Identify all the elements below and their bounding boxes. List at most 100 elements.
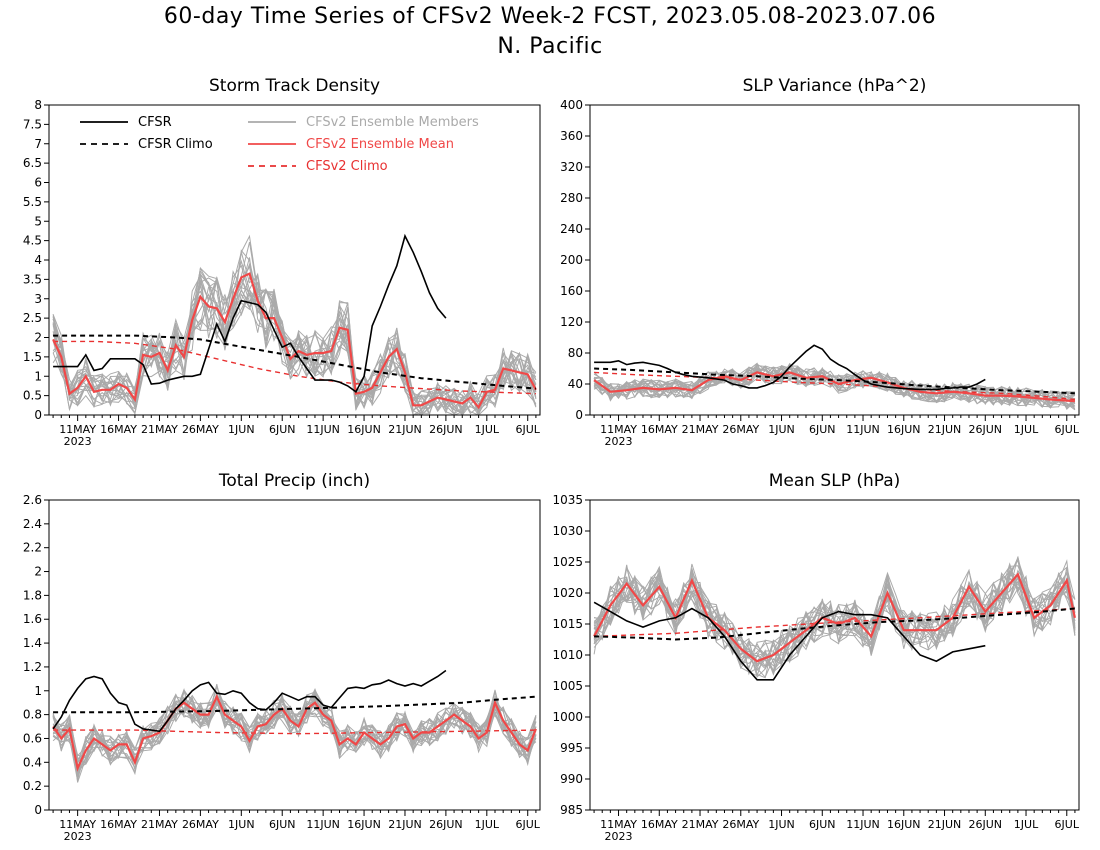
- x-tick-label: 11MAY: [59, 423, 96, 436]
- y-tick-label: 7.5: [23, 117, 42, 131]
- series-cfsr: [593, 601, 986, 681]
- x-tick-label: 16JUN: [347, 818, 381, 831]
- y-tick-label: 1: [34, 684, 42, 698]
- y-tick-label: 0.8: [23, 708, 42, 722]
- y-tick-label: 1.8: [23, 588, 42, 602]
- y-tick-label: 2.6: [23, 493, 42, 507]
- x-tick-label: 21MAY: [682, 818, 719, 831]
- x-tick-label: 26JUN: [969, 423, 1003, 436]
- y-tick-label: 990: [560, 772, 583, 786]
- x-tick-label: 21JUN: [928, 423, 962, 436]
- x-tick-label: 26MAY: [182, 818, 219, 831]
- chart-panel-1: Storm Track Density 0 0.5 1 1.5 2 2.5 3 3.5 4 4.5 5…: [23, 76, 541, 448]
- member-line: [52, 693, 537, 778]
- plot-frame: [589, 499, 1080, 811]
- x-tick-label: 16JUN: [347, 423, 381, 436]
- y-tick-label: 1010: [552, 648, 583, 662]
- figure-title: 60-day Time Series of CFSv2 Week-2 FCST,…: [163, 4, 937, 29]
- panel-title: Storm Track Density: [209, 76, 380, 96]
- y-tick-label: 8: [34, 98, 42, 112]
- y-tick-label: 1005: [552, 679, 583, 693]
- x-tick-label: 16MAY: [641, 818, 678, 831]
- x-tick-label: 16JUN: [887, 423, 921, 436]
- ensemble-members: [593, 362, 1076, 411]
- panel-title: SLP Variance (hPa^2): [743, 76, 927, 96]
- chart-panel-4: Mean SLP (hPa) 985 990 995 1000 1005 1010 1015 1…: [552, 471, 1079, 843]
- x-tick-label: 21MAY: [141, 818, 178, 831]
- y-tick-label: 2: [34, 565, 42, 579]
- x-tick-label: 6JUN: [809, 818, 836, 831]
- member-line: [52, 280, 537, 415]
- y-tick-label: 7: [34, 137, 42, 151]
- x-tick-label: 11MAY: [600, 818, 637, 831]
- x-tick-label: 21MAY: [141, 423, 178, 436]
- x-year-label: 2023: [64, 435, 92, 448]
- y-tick-label: 0: [575, 408, 583, 422]
- y-tick-label: 0.4: [23, 755, 42, 769]
- panel-title: Total Precip (inch): [218, 471, 370, 491]
- x-tick-label: 6JUL: [1055, 423, 1080, 436]
- y-tick-label: 1.4: [23, 636, 42, 650]
- x-tick-label: 26MAY: [722, 818, 759, 831]
- x-tick-label: 11JUN: [306, 423, 340, 436]
- x-tick-label: 1JUN: [228, 818, 255, 831]
- y-tick-label: 4.5: [23, 234, 42, 248]
- member-line: [52, 274, 537, 415]
- x-tick-label: 11MAY: [59, 818, 96, 831]
- y-tick-label: 160: [560, 284, 583, 298]
- y-tick-label: 280: [560, 191, 583, 205]
- x-tick-label: 1JUN: [768, 423, 795, 436]
- legend: CFSR CFSR Climo CFSv2 Ensemble Members CFSv…: [80, 115, 479, 174]
- series-cfsr: [53, 233, 447, 393]
- y-tick-label: 2.5: [23, 311, 42, 325]
- x-year-label: 2023: [64, 830, 92, 843]
- y-tick-label: 2.2: [23, 541, 42, 555]
- x-tick-label: 6JUL: [516, 818, 541, 831]
- series-cfsv2-climo: [53, 340, 536, 395]
- y-tick-label: 400: [560, 98, 583, 112]
- member-line: [52, 241, 537, 415]
- y-tick-label: 6: [34, 176, 42, 190]
- y-tick-label: 1035: [552, 493, 583, 507]
- y-tick-label: 2.4: [23, 517, 42, 531]
- plot-frame: [589, 104, 1080, 416]
- y-tick-label: 1.5: [23, 350, 42, 364]
- x-tick-label: 21MAY: [682, 423, 719, 436]
- y-tick-label: 1020: [552, 586, 583, 600]
- x-tick-label: 21JUN: [388, 818, 422, 831]
- y-tick-label: 240: [560, 222, 583, 236]
- x-tick-label: 11JUN: [846, 818, 880, 831]
- y-tick-label: 0.6: [23, 731, 42, 745]
- y-tick-label: 5.5: [23, 195, 42, 209]
- legend-label-cfsv2-climo: CFSv2 Climo: [306, 159, 388, 174]
- x-tick-label: 6JUN: [269, 423, 296, 436]
- x-tick-label: 26MAY: [182, 423, 219, 436]
- x-tick-label: 1JUN: [768, 818, 795, 831]
- y-tick-label: 0.5: [23, 389, 42, 403]
- member-line: [52, 249, 537, 415]
- x-tick-label: 11JUN: [846, 423, 880, 436]
- x-tick-label: 1JUL: [475, 818, 500, 831]
- x-tick-label: 1JUL: [1014, 818, 1039, 831]
- legend-label-ens-mean: CFSv2 Ensemble Mean: [306, 137, 454, 152]
- x-tick-label: 6JUL: [516, 423, 541, 436]
- y-tick-label: 1025: [552, 555, 583, 569]
- x-tick-label: 1JUL: [475, 423, 500, 436]
- x-tick-label: 16MAY: [100, 423, 137, 436]
- figure-subtitle: N. Pacific: [497, 34, 603, 59]
- y-tick-label: 2: [34, 331, 42, 345]
- x-year-label: 2023: [605, 435, 633, 448]
- y-tick-label: 1030: [552, 524, 583, 538]
- x-tick-label: 6JUL: [1055, 818, 1080, 831]
- y-tick-label: 1000: [552, 710, 583, 724]
- series-cfsr-climo: [53, 695, 536, 714]
- series-cfsv2-climo: [53, 729, 536, 735]
- y-tick-label: 995: [560, 741, 583, 755]
- legend-label-cfsr: CFSR: [138, 115, 172, 130]
- series-cfsr: [594, 344, 986, 391]
- x-tick-label: 16MAY: [641, 423, 678, 436]
- y-tick-label: 4: [34, 253, 42, 267]
- series-cfsv2-ensemble-mean: [52, 272, 537, 410]
- series-cfsr: [52, 669, 447, 733]
